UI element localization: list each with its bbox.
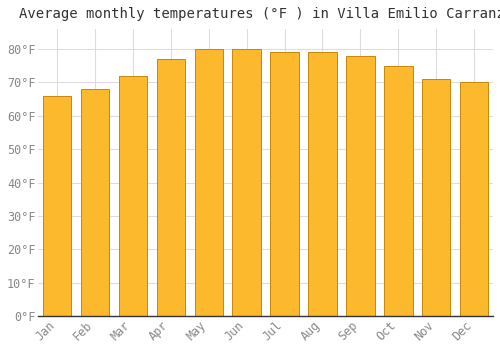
Bar [43, 96, 72, 316]
Bar [156, 59, 185, 316]
Bar [270, 52, 299, 316]
Bar [308, 52, 336, 316]
Title: Average monthly temperatures (°F ) in Villa Emilio Carranza: Average monthly temperatures (°F ) in Vi… [18, 7, 500, 21]
Bar [119, 76, 147, 316]
Bar [384, 66, 412, 316]
Bar [232, 49, 261, 316]
Bar [460, 83, 488, 316]
Bar [422, 79, 450, 316]
Bar [194, 49, 223, 316]
Bar [81, 89, 110, 316]
Bar [346, 56, 374, 316]
